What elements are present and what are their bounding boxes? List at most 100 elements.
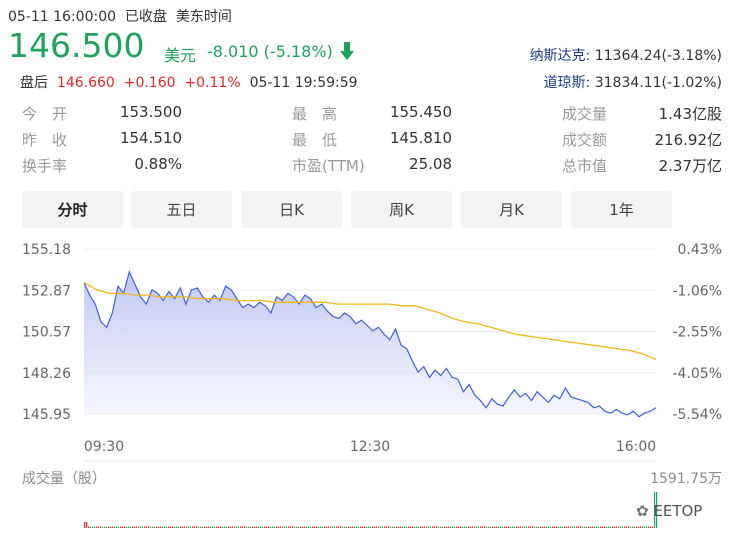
volume-bar	[622, 526, 624, 528]
volume-bar	[510, 526, 512, 528]
volume-bar	[378, 526, 380, 528]
volume-bar	[502, 526, 504, 528]
volume-bar	[348, 526, 350, 528]
volume-bar	[598, 526, 600, 528]
volume-bar	[522, 526, 524, 528]
volume-bar	[130, 526, 132, 528]
intraday-chart[interactable]: 155.18 0.43% 152.87 -1.06% 150.57 -2.55% 148.2…	[0, 230, 746, 543]
volume-bar	[300, 526, 302, 528]
volume-max: 1591.75万	[650, 471, 722, 487]
volume-bar	[142, 526, 144, 528]
datetime-text: 05-11 16:00:00	[8, 9, 117, 25]
volume-bar	[266, 526, 268, 528]
volume-bar	[238, 526, 240, 528]
volume-bar	[416, 526, 418, 528]
y-left-tick: 145.95	[22, 407, 71, 423]
volume-bar	[410, 526, 412, 528]
mktcap-label: 总市值	[562, 157, 608, 175]
currency: 美元	[164, 46, 197, 65]
volume-bar	[612, 526, 614, 528]
volume-bar	[528, 526, 530, 528]
volume-bar	[92, 526, 94, 528]
volume-label: 成交量	[562, 105, 608, 123]
tab-monthly-k[interactable]: 月K	[461, 191, 562, 228]
volume-bar	[150, 526, 152, 528]
volume-bar	[614, 526, 616, 528]
volume-bar	[460, 526, 462, 528]
tab-intraday[interactable]: 分时	[22, 191, 123, 228]
volume-bar	[134, 526, 136, 528]
change-pct: (-5.18%)	[263, 42, 333, 61]
volume-bar	[428, 526, 430, 528]
volume-bar	[524, 526, 526, 528]
tab-weekly-k[interactable]: 周K	[351, 191, 452, 228]
volume-bar	[308, 526, 310, 528]
tab-one-year[interactable]: 1年	[571, 191, 672, 228]
volume-bar	[166, 526, 168, 528]
volume-bar	[404, 526, 406, 528]
volume-bar	[402, 526, 404, 528]
volume-bar	[278, 526, 280, 528]
volume-bar	[94, 526, 96, 528]
volume-bar	[650, 526, 652, 528]
volume-bar	[96, 526, 98, 528]
volume-bar	[550, 526, 552, 528]
volume-bar	[494, 526, 496, 528]
volume-bar	[424, 526, 426, 528]
volume-bar	[362, 526, 364, 528]
prev-close-value: 154.510	[119, 129, 182, 147]
datetime: 05-11 16:00:00 已收盘 美东时间	[8, 6, 232, 26]
volume-bar	[194, 526, 196, 528]
volume-bar	[454, 526, 456, 528]
change-value: -8.010	[207, 42, 259, 61]
tab-five-day[interactable]: 五日	[131, 191, 232, 228]
y-left-tick: 152.87	[22, 283, 71, 299]
volume-bar	[220, 526, 222, 528]
volume-bar	[432, 526, 434, 528]
volume-bar	[426, 526, 428, 528]
volume-bar	[240, 526, 242, 528]
volume-bar	[222, 526, 224, 528]
volume-bar	[264, 526, 266, 528]
volume-bar	[162, 526, 164, 528]
turnover-value: 0.88%	[134, 155, 182, 173]
volume-bar	[242, 526, 244, 528]
volume-bar	[234, 526, 236, 528]
volume-bar	[146, 526, 148, 528]
volume-bar	[324, 526, 326, 528]
volume-bar	[246, 526, 248, 528]
volume-bar	[152, 526, 154, 528]
volume-bar	[646, 526, 648, 528]
volume-bar	[530, 526, 532, 528]
volume-bar	[536, 526, 538, 528]
volume-bar	[578, 526, 580, 528]
volume-bar	[276, 526, 278, 528]
volume-bar	[408, 526, 410, 528]
volume-bar	[126, 526, 128, 528]
volume-bar	[406, 526, 408, 528]
volume-bar	[370, 526, 372, 528]
volume-bar	[474, 526, 476, 528]
tab-daily-k[interactable]: 日K	[241, 191, 342, 228]
volume-bar	[254, 526, 256, 528]
y-right-tick: -4.05%	[672, 366, 722, 382]
avg-price-line	[83, 282, 657, 361]
volume-bar	[566, 526, 568, 528]
y-right-tick: -2.55%	[672, 325, 722, 341]
volume-bar	[396, 526, 398, 528]
volume-bar	[596, 526, 598, 528]
volume-bar	[632, 526, 634, 528]
volume-bar	[84, 522, 86, 528]
index-dow[interactable]: 道琼斯: 31834.11(-1.02%)	[544, 72, 722, 92]
price-line	[83, 270, 657, 418]
volume-bar	[542, 526, 544, 528]
volume-bar	[590, 526, 592, 528]
index-dow-value: 31834.11(-1.02%)	[594, 75, 722, 91]
index-nasdaq[interactable]: 纳斯达克: 11364.24(-3.18%)	[530, 45, 722, 65]
volume-bar	[138, 526, 140, 528]
volume-bar	[368, 526, 370, 528]
volume-bar	[332, 526, 334, 528]
volume-bar	[608, 526, 610, 528]
volume-bar	[620, 526, 622, 528]
volume-bar	[440, 526, 442, 528]
